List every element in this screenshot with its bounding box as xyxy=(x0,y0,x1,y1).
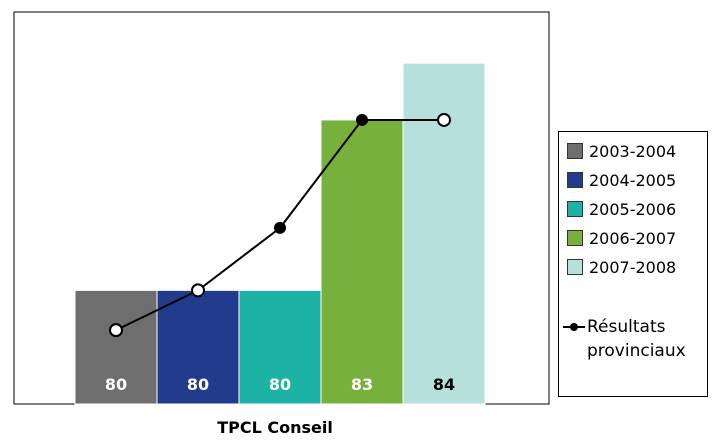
legend-label: 2003-2004 xyxy=(589,141,677,161)
legend-label: 2004-2005 xyxy=(589,170,677,190)
legend-swatch xyxy=(567,201,583,217)
line-point xyxy=(356,113,368,126)
bar-value-label: 84 xyxy=(433,375,455,394)
line-point xyxy=(109,323,123,338)
legend-item-2003-2004: 2003-2004 xyxy=(567,140,676,162)
legend-swatch xyxy=(567,143,583,159)
legend-item-2006-2007: 2006-2007 xyxy=(567,227,676,249)
bar-2006-2007 xyxy=(320,119,404,405)
legend-item-2005-2006: 2005-2006 xyxy=(567,198,676,220)
legend-swatch xyxy=(567,230,583,246)
line-point xyxy=(437,112,451,127)
x-axis-label: TPCL Conseil xyxy=(217,418,333,437)
line-point xyxy=(274,221,286,234)
legend-item-2004-2005: 2004-2005 xyxy=(567,169,676,191)
bar-value-label: 80 xyxy=(105,375,127,394)
legend-swatch xyxy=(567,172,583,188)
bar-value-label: 80 xyxy=(187,375,209,394)
bar-2005-2006 xyxy=(238,289,322,405)
legend: 2003-2004 2004-2005 2005-2006 2006-2007 … xyxy=(558,131,708,397)
legend-item-2007-2008: 2007-2008 xyxy=(567,256,676,278)
bar-value-label: 83 xyxy=(351,375,373,394)
legend-label: 2005-2006 xyxy=(589,199,677,219)
legend-item-line: Résultats provinciaux xyxy=(563,315,703,363)
line-point xyxy=(191,283,205,298)
line-marker-icon xyxy=(563,322,585,332)
legend-line-label-2: provinciaux xyxy=(587,341,686,361)
bar-2003-2004 xyxy=(74,289,158,405)
legend-swatch xyxy=(567,259,583,275)
legend-label: 2006-2007 xyxy=(589,228,677,248)
bar-value-label: 80 xyxy=(269,375,291,394)
legend-label: 2007-2008 xyxy=(589,257,677,277)
legend-line-label-1: Résultats xyxy=(587,317,666,337)
